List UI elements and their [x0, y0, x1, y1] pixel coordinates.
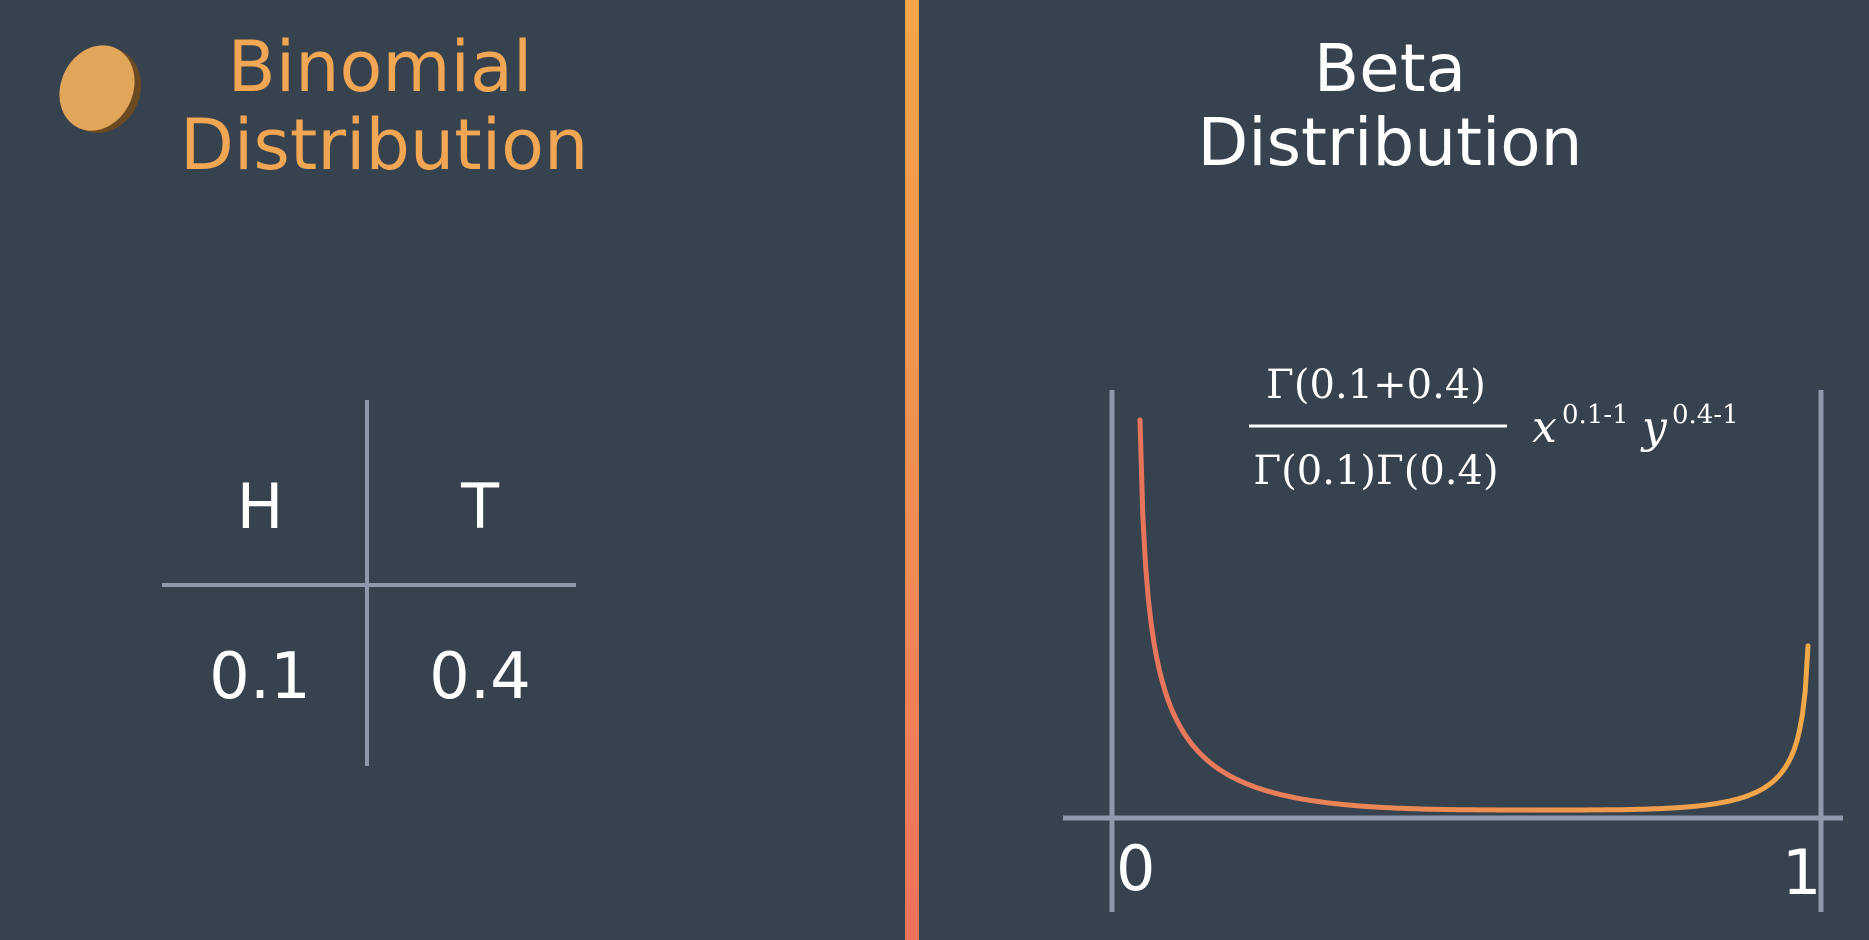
heads-header: H	[236, 470, 284, 543]
panel-divider	[905, 0, 919, 940]
beta-formula: Γ(0.1+0.4) Γ(0.1)Γ(0.4) x 0.1-1 y 0.4-1	[1249, 362, 1739, 494]
tails-probability: 0.4	[429, 640, 531, 714]
beta-panel: Beta Distribution 0 1 Γ(0.1+0.4) Γ(0.1)Γ…	[920, 0, 1869, 940]
formula-exp-y: 0.4-1	[1672, 400, 1739, 430]
coin-icon	[59, 45, 142, 133]
formula-var-x: x	[1532, 402, 1557, 453]
beta-title: Beta Distribution	[1197, 30, 1583, 181]
tails-header: T	[461, 470, 499, 543]
binomial-panel: Binomial Distribution H T 0.1 0.4	[0, 0, 905, 940]
formula-var-y: y	[1640, 402, 1668, 453]
x-tick-1: 1	[1782, 836, 1821, 909]
formula-denominator: Γ(0.1)Γ(0.4)	[1253, 448, 1498, 494]
formula-exp-x: 0.1-1	[1562, 400, 1629, 430]
binomial-title-line1: Binomial	[227, 26, 533, 108]
table-horizontal-divider	[162, 583, 576, 587]
beta-chart: 0 1 Γ(0.1+0.4) Γ(0.1)Γ(0.4) x 0.1-1 y 0.…	[1063, 362, 1843, 912]
heads-probability: 0.1	[209, 640, 311, 714]
probability-table: H T 0.1 0.4	[160, 400, 580, 770]
binomial-title-line2: Distribution	[180, 104, 589, 187]
beta-density-curve	[1137, 417, 1811, 813]
x-tick-0: 0	[1116, 832, 1155, 905]
formula-numerator: Γ(0.1+0.4)	[1266, 362, 1486, 408]
binomial-title: Binomial Distribution	[180, 26, 588, 185]
